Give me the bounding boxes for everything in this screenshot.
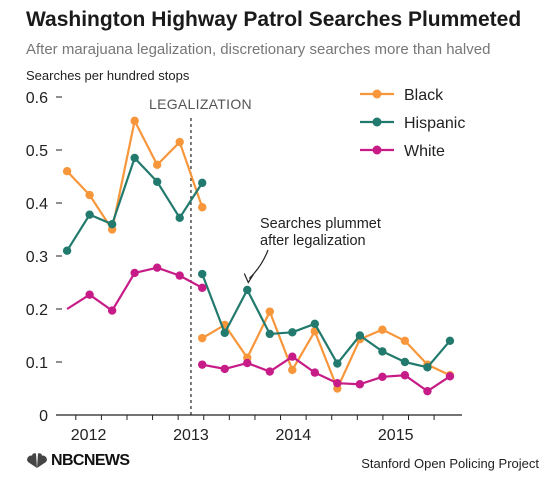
data-point-hispanic [220,328,229,338]
data-point-hispanic [243,285,252,295]
x-tick-label: 2014 [276,427,312,444]
data-point-black [175,137,184,147]
data-point-black [378,325,387,334]
data-point-hispanic [62,246,72,255]
legend-marker-white [372,145,382,155]
data-point-hispanic [378,347,387,356]
data-point-hispanic [423,363,432,372]
data-point-white [220,364,229,374]
chart-subtitle: After marajuana legalization, discretion… [26,41,491,58]
data-point-black [62,167,72,176]
x-tick-label: 2012 [71,427,107,444]
data-point-white [198,283,207,292]
data-point-black [152,160,162,170]
series-line-black-post [201,310,451,390]
data-point-hispanic [107,220,117,229]
data-point-hispanic [198,269,207,279]
data-point-black [198,333,207,343]
annotation-arrow [248,249,269,279]
annotation-arrowhead [243,273,254,284]
legend-label-white: White [404,143,445,160]
data-point-hispanic [400,357,410,367]
legend-label-black: Black [404,87,444,104]
data-point-black [288,365,297,375]
data-point-hispanic [333,359,342,368]
y-tick-label: 0.4 [26,196,48,213]
logo-wordmark: NBCNEWS [51,452,130,469]
data-point-hispanic [175,213,184,223]
data-point-hispanic [198,178,207,188]
nbc-news-logo: NBCNEWS [26,452,130,470]
data-point-hispanic [288,328,297,337]
peacock-icon [27,453,47,468]
data-point-white [445,372,455,381]
data-point-white [198,360,207,369]
y-tick-label: 0.2 [26,302,48,319]
y-tick-label: 0.1 [26,355,48,372]
legend-marker-hispanic [372,117,382,127]
chart-title: Washington Highway Patrol Searches Plumm… [26,8,522,31]
data-point-white [243,358,252,368]
data-point-white [152,263,162,272]
data-point-white [265,367,274,376]
x-tick-label: 2013 [173,427,209,444]
y-tick-label: 0.6 [26,90,48,107]
data-point-black [400,336,410,345]
legalization-label: LEGALIZATION [149,96,252,112]
data-point-white [400,371,410,380]
data-point-white [355,380,365,389]
data-point-hispanic [265,329,274,339]
data-point-white [310,368,320,377]
annotation-text-line1: Searches plummet [260,216,381,232]
data-point-hispanic [130,153,139,163]
legend-label-hispanic: Hispanic [404,115,465,132]
data-point-black [85,190,94,200]
y-tick-label: 0.5 [26,143,48,160]
source-credit: Stanford Open Policing Project [361,456,539,471]
series-line-hispanic-post [201,273,451,369]
series-line-hispanic-pre [66,156,204,252]
data-point-white [175,271,184,280]
annotation-text-line2: after legalization [260,233,366,249]
y-tick-label: 0.3 [26,249,48,266]
data-point-white [107,306,117,315]
data-point-black [265,307,274,316]
data-point-white [130,268,139,278]
data-point-white [333,379,342,388]
data-point-hispanic [355,331,365,340]
data-point-hispanic [445,336,455,345]
data-point-white [423,386,432,396]
x-tick-label: 2015 [378,427,414,444]
data-point-black [198,203,207,212]
data-point-white [288,352,297,361]
data-point-hispanic [85,210,94,219]
data-point-white [85,290,94,299]
data-point-hispanic [310,319,320,329]
legend-marker-black [372,89,382,99]
data-point-hispanic [152,177,162,186]
y-tick-label: 0 [39,408,48,425]
data-point-white [378,372,387,382]
y-axis-label: Searches per hundred stops [26,68,190,83]
data-point-black [130,116,139,126]
